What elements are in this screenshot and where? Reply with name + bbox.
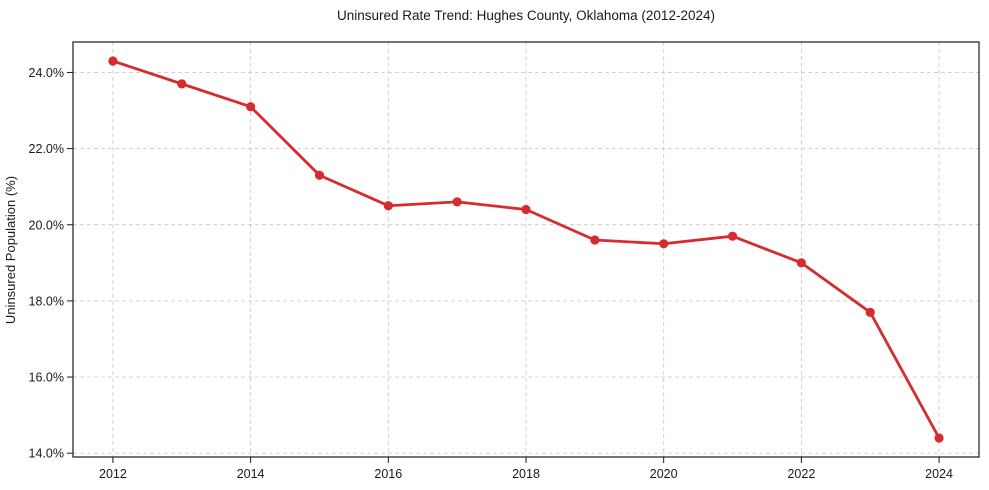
data-series (108, 56, 944, 443)
data-point (521, 204, 531, 215)
data-point (934, 433, 944, 443)
data-point (383, 201, 393, 211)
axis-ticks: 14.0% 16.0% 18.0% 20.0% 22.0% 24.0% 2012 2014 20… (29, 66, 953, 481)
x-tick-label: 2018 (512, 467, 540, 481)
plot-border (72, 41, 980, 458)
data-point (452, 197, 462, 207)
data-point (796, 258, 806, 268)
x-tick-label: 2016 (374, 467, 402, 481)
y-tick-label: 24.0% (29, 66, 64, 80)
x-tick-label: 2022 (787, 467, 815, 481)
x-tick-label: 2014 (237, 467, 265, 481)
gridlines (73, 42, 979, 457)
y-tick-label: 20.0% (29, 218, 64, 232)
chart-title: Uninsured Rate Trend: Hughes County, Okl… (337, 8, 715, 23)
plot-frame (72, 41, 980, 458)
data-point (727, 231, 738, 241)
data-point (590, 235, 600, 245)
y-tick-label: 18.0% (29, 294, 64, 308)
data-point (314, 170, 325, 180)
data-point (865, 307, 875, 317)
y-axis-label: Uninsured Population (%) (3, 176, 18, 324)
y-tick-label: 16.0% (29, 371, 64, 385)
x-tick-label: 2012 (99, 467, 127, 481)
y-tick-label: 22.0% (29, 142, 64, 156)
y-tick-label: 14.0% (29, 447, 64, 461)
x-tick-label: 2020 (650, 467, 678, 481)
data-point (659, 239, 669, 249)
data-point (246, 102, 256, 112)
data-point (108, 56, 118, 66)
x-tick-label: 2024 (925, 467, 953, 481)
data-point (177, 79, 187, 89)
